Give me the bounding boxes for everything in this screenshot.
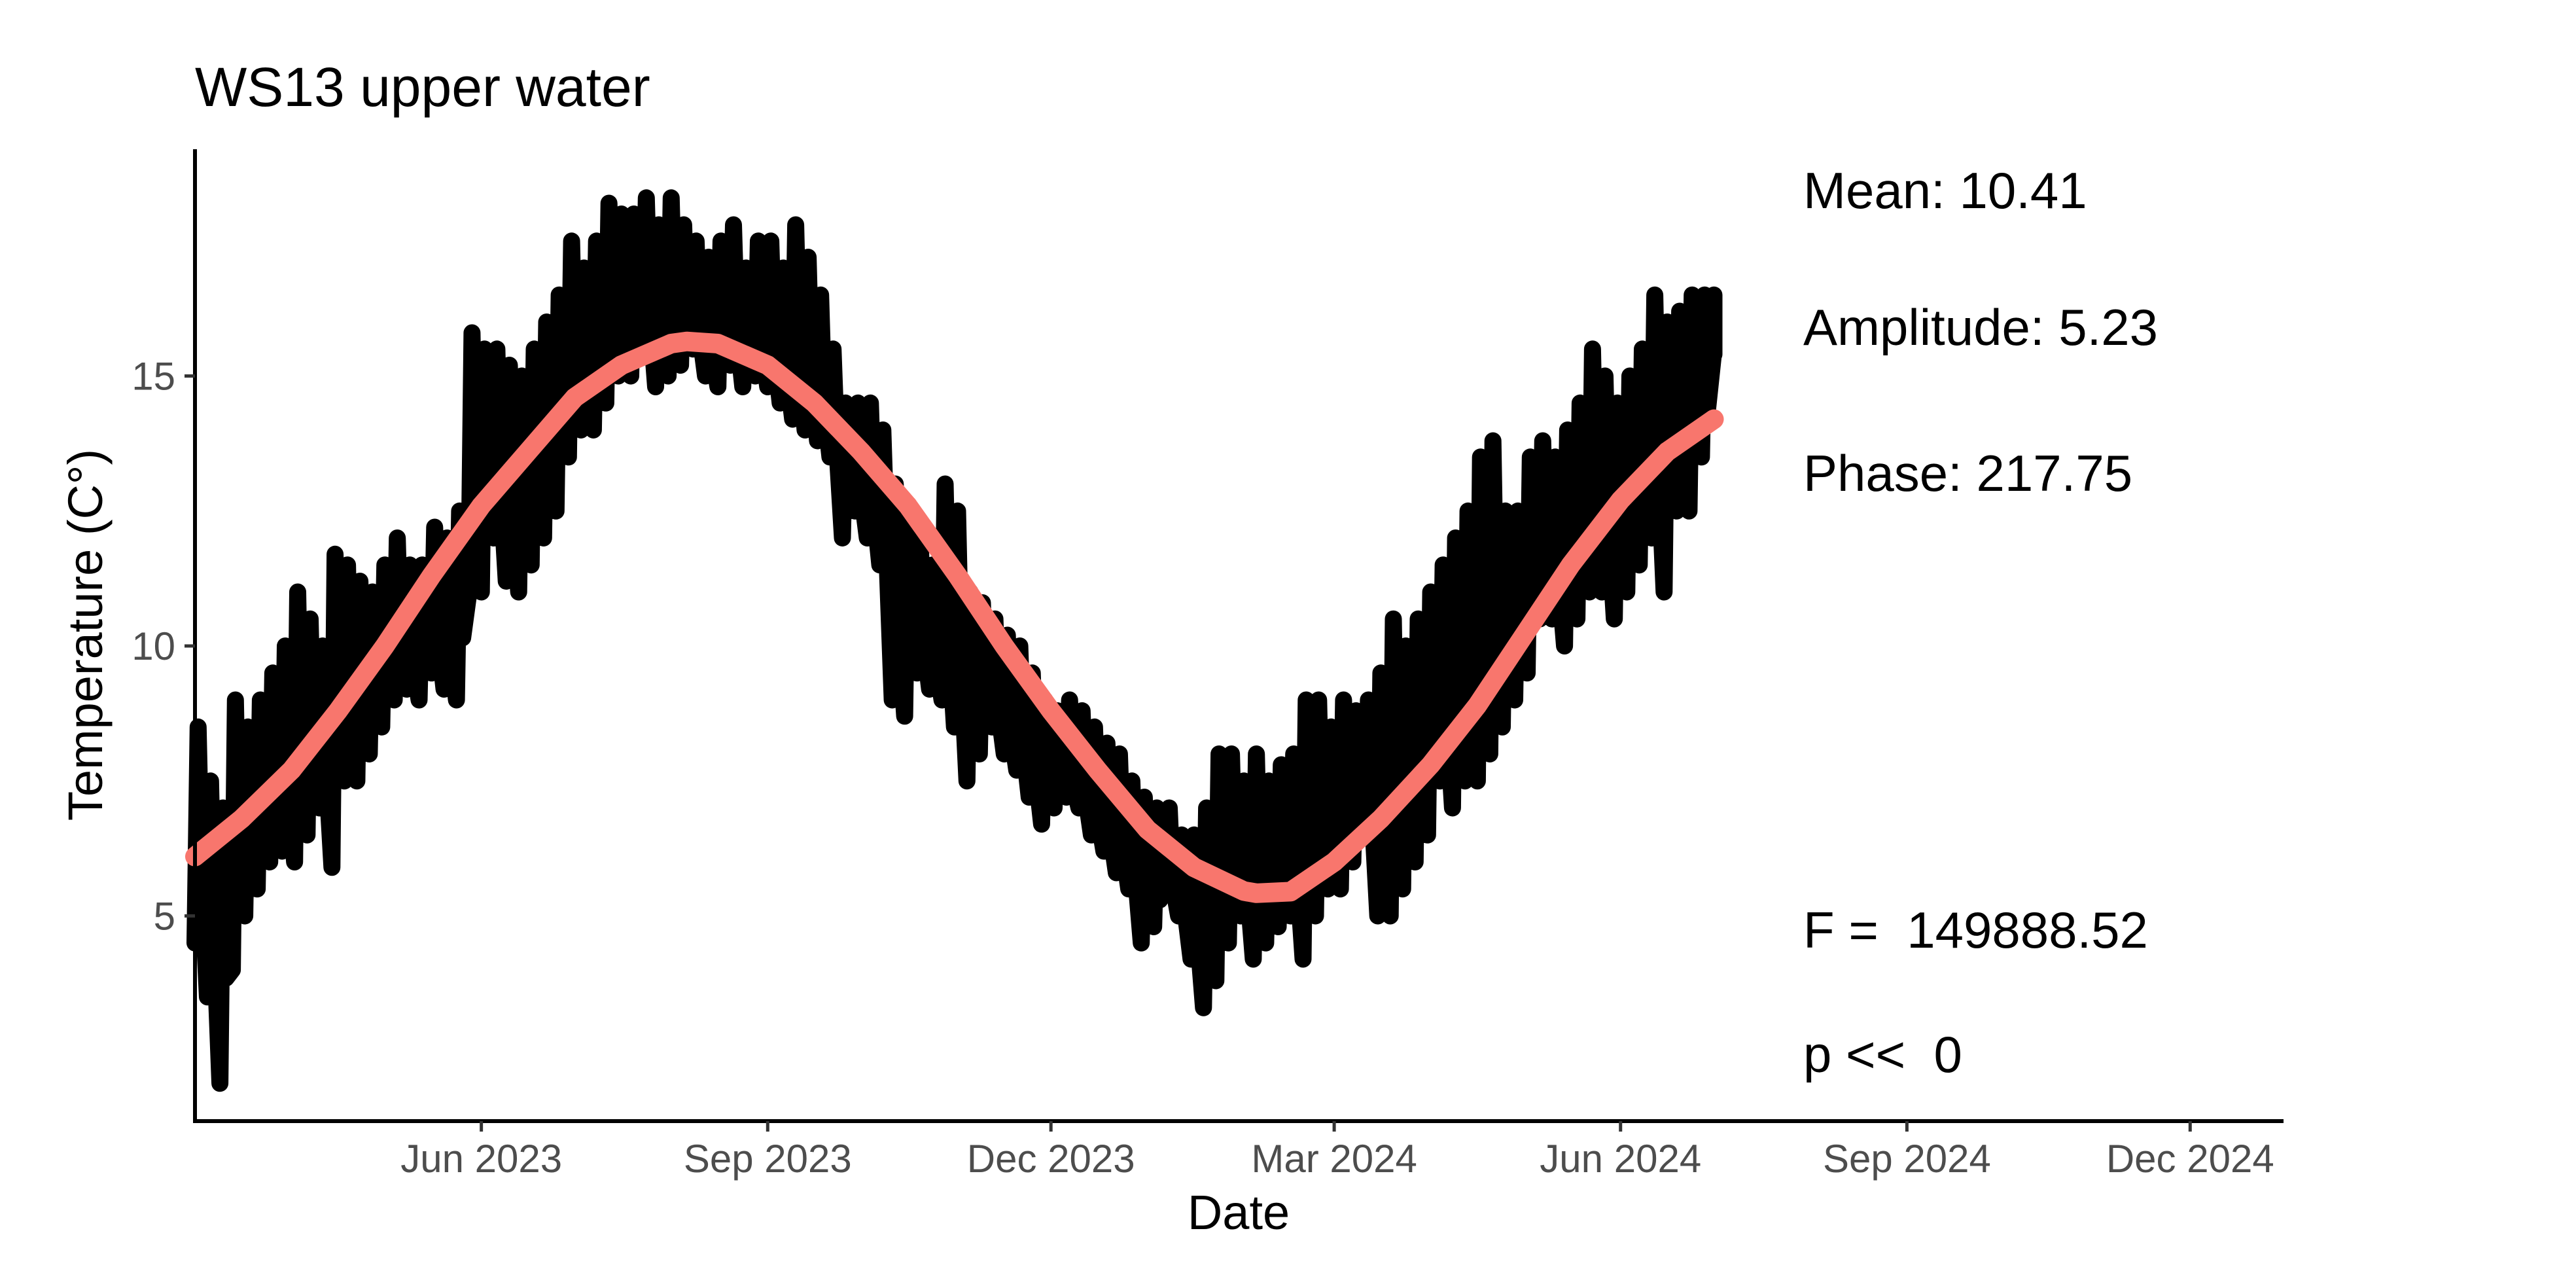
x-tick-label: Sep 2024 xyxy=(1823,1137,1991,1181)
x-axis-ticks: Jun 2023 Sep 2023 Dec 2023 Mar 2024 Jun 2024… xyxy=(400,1121,2274,1181)
x-axis-title: Date xyxy=(1188,1185,1290,1240)
y-tick-label: 10 xyxy=(132,624,175,668)
observed-temperature-line xyxy=(186,189,1723,1092)
y-axis-title: Temperature (C°) xyxy=(58,449,113,821)
fit-statistic-label: p << 0 xyxy=(1803,1026,1962,1083)
fit-statistic-label: Mean: 10.41 xyxy=(1803,162,2087,219)
x-tick-label: Sep 2023 xyxy=(684,1137,852,1181)
x-tick-label: Jun 2024 xyxy=(1540,1137,1701,1181)
chart-title: WS13 upper water xyxy=(195,56,650,118)
y-tick-label: 15 xyxy=(132,355,175,399)
x-tick-label: Dec 2023 xyxy=(967,1137,1135,1181)
fit-statistic-label: F = 149888.52 xyxy=(1803,901,2148,959)
fit-statistics: Mean: 10.41 Amplitude: 5.23 Phase: 217.75 F… xyxy=(1803,162,2158,1083)
fit-statistic-label: Phase: 217.75 xyxy=(1803,444,2132,502)
x-tick-label: Jun 2023 xyxy=(400,1137,562,1181)
fit-statistic-label: Amplitude: 5.23 xyxy=(1803,298,2158,356)
y-axis-ticks: 5 10 15 xyxy=(132,355,195,939)
fitted-series xyxy=(185,331,1724,903)
fitted-sinusoid-line xyxy=(185,331,1724,903)
x-tick-label: Mar 2024 xyxy=(1251,1137,1417,1181)
y-tick-label: 5 xyxy=(154,895,175,939)
x-tick-label: Dec 2024 xyxy=(2106,1137,2274,1181)
observed-series xyxy=(186,189,1723,1092)
